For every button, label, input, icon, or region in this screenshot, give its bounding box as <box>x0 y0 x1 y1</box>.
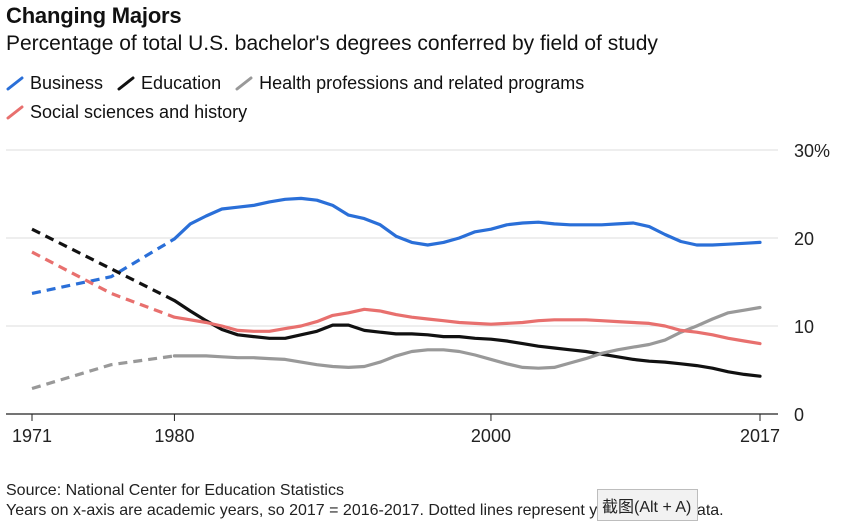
series-line-education <box>172 298 762 378</box>
legend-label: Social sciences and history <box>30 102 248 122</box>
series-line-business-dotted <box>31 237 176 295</box>
y-tick-label: 30% <box>794 141 830 161</box>
legend-swatch <box>235 74 255 92</box>
axis-note: Years on x-axis are academic years, so 2… <box>6 502 724 519</box>
x-tick-label: 2017 <box>740 426 780 446</box>
footer: Source: National Center for Education St… <box>6 481 846 521</box>
chart-subtitle: Percentage of total U.S. bachelor's degr… <box>6 32 658 55</box>
x-tick-label: 1980 <box>154 426 194 446</box>
x-tick-label: 1971 <box>12 426 52 446</box>
series-line-business <box>172 196 762 247</box>
legend-item-education: Education <box>117 70 221 96</box>
line-chart: 0 10 20 30% 1971 1980 2000 2017 <box>6 141 830 446</box>
series-line-social-sciences-and-history-dotted <box>31 250 175 319</box>
x-tick-label: 2000 <box>471 426 511 446</box>
legend-item-business: Business <box>6 70 103 96</box>
series-line-health-professions-and-related-programs <box>172 305 762 370</box>
series-line-health-professions-and-related-programs-dotted <box>31 354 175 391</box>
series-line-social-sciences-and-history <box>172 307 762 346</box>
legend-item-social-sciences-and-history: Social sciences and history <box>6 99 247 125</box>
legend-swatch <box>6 103 26 121</box>
y-tick-label: 10 <box>794 317 814 337</box>
legend-label: Education <box>141 73 222 93</box>
legend: Business Education Health professions and … <box>6 70 766 128</box>
source-note: Source: National Center for Education St… <box>6 482 344 499</box>
legend-item-health-professions-and-related-programs: Health professions and related programs <box>235 70 584 96</box>
y-tick-label: 0 <box>794 405 804 425</box>
chart-title: Changing Majors <box>6 3 182 28</box>
legend-swatch <box>6 74 26 92</box>
legend-label: Business <box>30 73 104 93</box>
legend-label: Health professions and related programs <box>259 73 585 93</box>
y-tick-label: 20 <box>794 229 814 249</box>
legend-swatch <box>117 74 137 92</box>
screenshot-tooltip: 截图(Alt + A) <box>597 489 699 521</box>
series-line-education-dotted <box>31 227 176 302</box>
